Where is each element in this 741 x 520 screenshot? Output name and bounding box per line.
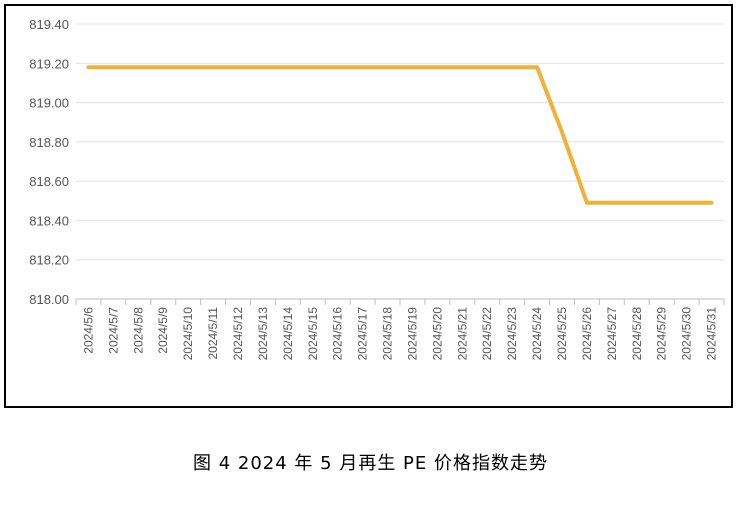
data-point bbox=[311, 66, 314, 69]
data-point bbox=[585, 201, 589, 204]
x-tick-label: 2024/5/30 bbox=[680, 307, 694, 361]
x-tick-label: 2024/5/11 bbox=[206, 307, 220, 360]
x-tick-label: 2024/5/18 bbox=[381, 307, 395, 361]
data-point bbox=[236, 66, 240, 69]
data-point bbox=[660, 201, 663, 204]
y-tick-label: 819.00 bbox=[29, 96, 69, 111]
data-point bbox=[386, 66, 389, 69]
data-point bbox=[112, 66, 115, 69]
data-point bbox=[261, 66, 265, 69]
data-point bbox=[535, 66, 539, 69]
x-tick-label: 2024/5/8 bbox=[131, 307, 145, 354]
data-point bbox=[610, 201, 614, 204]
y-tick-label: 818.20 bbox=[29, 253, 69, 268]
data-point bbox=[461, 66, 464, 69]
line-chart: 819.40 819.20 819.00 818.80 818.60 818.40 818.… bbox=[29, 17, 725, 361]
x-tick-label: 2024/5/7 bbox=[106, 307, 120, 354]
y-tick-label: 818.60 bbox=[29, 174, 69, 189]
x-tick-label: 2024/5/17 bbox=[356, 307, 370, 361]
y-tick-label: 819.40 bbox=[29, 17, 69, 32]
data-point bbox=[436, 66, 439, 69]
data-point bbox=[685, 201, 688, 204]
data-point bbox=[510, 66, 514, 69]
data-point bbox=[486, 66, 489, 69]
x-tick-label: 2024/5/22 bbox=[480, 307, 494, 361]
data-point bbox=[560, 130, 564, 134]
x-tick-label: 2024/5/6 bbox=[81, 307, 95, 354]
x-tick-label: 2024/5/23 bbox=[505, 307, 519, 361]
data-point bbox=[186, 66, 190, 69]
y-tick-label: 819.20 bbox=[29, 56, 69, 71]
x-tick-label: 2024/5/9 bbox=[156, 307, 170, 354]
data-point bbox=[635, 201, 638, 204]
data-point bbox=[162, 66, 165, 69]
x-tick-label: 2024/5/13 bbox=[256, 307, 270, 361]
data-point bbox=[411, 66, 414, 69]
x-tick-label: 2024/5/25 bbox=[555, 307, 569, 361]
x-tick-label: 2024/5/24 bbox=[530, 307, 544, 361]
data-point bbox=[87, 66, 90, 69]
x-tick-label: 2024/5/21 bbox=[455, 307, 469, 361]
data-point bbox=[710, 201, 713, 204]
data-point bbox=[336, 66, 339, 69]
y-tick-label: 818.80 bbox=[29, 135, 69, 150]
x-tick-label: 2024/5/14 bbox=[281, 307, 295, 361]
x-tick-label: 2024/5/19 bbox=[405, 307, 419, 361]
data-point bbox=[286, 66, 290, 69]
x-tick-label: 2024/5/12 bbox=[231, 307, 245, 361]
y-tick-label: 818.40 bbox=[29, 213, 69, 228]
x-tick-label: 2024/5/15 bbox=[306, 307, 320, 361]
x-tick-label: 2024/5/31 bbox=[705, 307, 719, 361]
y-tick-label: 818.00 bbox=[29, 292, 69, 307]
chart-frame: 819.40 819.20 819.00 818.80 818.60 818.40 818.… bbox=[4, 4, 733, 408]
x-tick-label: 2024/5/16 bbox=[331, 307, 345, 361]
x-tick-label: 2024/5/29 bbox=[655, 307, 669, 361]
x-tick-label: 2024/5/27 bbox=[605, 307, 619, 361]
x-tick-label: 2024/5/20 bbox=[430, 307, 444, 361]
x-tick-label: 2024/5/10 bbox=[181, 307, 195, 361]
x-tick-label: 2024/5/28 bbox=[630, 307, 644, 361]
series-line bbox=[86, 65, 714, 205]
data-point bbox=[137, 66, 140, 69]
figure-caption: 图 4 2024 年 5 月再生 PE 价格指数走势 bbox=[193, 453, 548, 474]
data-point bbox=[211, 66, 215, 69]
data-point bbox=[361, 66, 364, 69]
x-tick-label: 2024/5/26 bbox=[580, 307, 594, 361]
